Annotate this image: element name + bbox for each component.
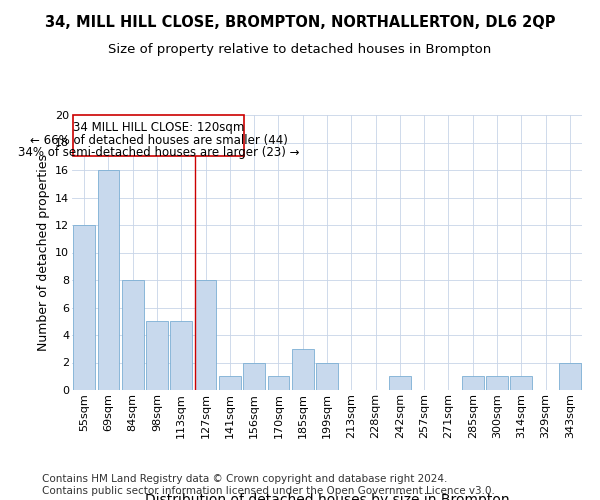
Text: Size of property relative to detached houses in Brompton: Size of property relative to detached ho… [109, 42, 491, 56]
Bar [122, 280, 143, 390]
Bar [559, 362, 581, 390]
Bar [268, 376, 289, 390]
Bar [146, 322, 168, 390]
Text: Contains public sector information licensed under the Open Government Licence v3: Contains public sector information licen… [42, 486, 495, 496]
Bar [170, 322, 192, 390]
Bar [486, 376, 508, 390]
Bar [97, 170, 119, 390]
Bar [389, 376, 411, 390]
Bar [462, 376, 484, 390]
Text: 34, MILL HILL CLOSE, BROMPTON, NORTHALLERTON, DL6 2QP: 34, MILL HILL CLOSE, BROMPTON, NORTHALLE… [45, 15, 555, 30]
Bar [194, 280, 217, 390]
X-axis label: Distribution of detached houses by size in Brompton: Distribution of detached houses by size … [145, 494, 509, 500]
Text: Contains HM Land Registry data © Crown copyright and database right 2024.: Contains HM Land Registry data © Crown c… [42, 474, 448, 484]
Text: 34% of semi-detached houses are larger (23) →: 34% of semi-detached houses are larger (… [18, 146, 299, 159]
Bar [511, 376, 532, 390]
Bar [73, 225, 95, 390]
Bar [243, 362, 265, 390]
FancyBboxPatch shape [73, 115, 244, 156]
Bar [219, 376, 241, 390]
Y-axis label: Number of detached properties: Number of detached properties [37, 154, 50, 351]
Text: 34 MILL HILL CLOSE: 120sqm: 34 MILL HILL CLOSE: 120sqm [73, 121, 245, 134]
Bar [316, 362, 338, 390]
Text: ← 66% of detached houses are smaller (44): ← 66% of detached houses are smaller (44… [30, 134, 288, 146]
Bar [292, 349, 314, 390]
